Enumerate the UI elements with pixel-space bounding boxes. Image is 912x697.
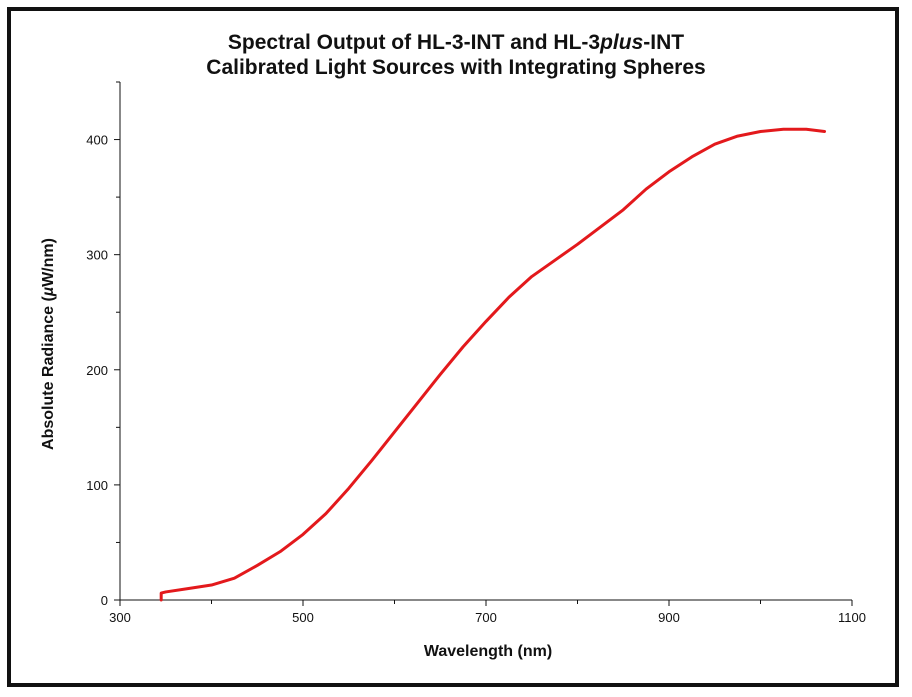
y-tick-label: 0 — [101, 593, 108, 608]
y-tick-label: 100 — [86, 478, 108, 493]
y-tick-label: 200 — [86, 363, 108, 378]
x-axis-label: Wavelength (nm) — [424, 643, 552, 660]
y-axis-label: Absolute Radiance (µW/nm) — [40, 238, 57, 450]
y-tick-label: 400 — [86, 133, 108, 148]
title-segment: -INT — [643, 31, 685, 54]
title-line: Calibrated Light Sources with Integratin… — [0, 55, 912, 80]
chart-frame — [7, 7, 899, 687]
y-axis-label-segment: Absolute Radiance ( — [40, 295, 57, 449]
x-tick-label: 700 — [475, 610, 497, 625]
title-segment: Calibrated Light Sources with Integratin… — [206, 56, 706, 79]
title-segment: Spectral Output of HL-3-INT and HL-3 — [227, 31, 601, 54]
chart-title: Spectral Output of HL-3-INT and HL-3plus… — [0, 30, 912, 80]
x-tick-label: 1100 — [838, 610, 866, 625]
series-line — [159, 127, 827, 602]
x-tick-label: 300 — [109, 610, 131, 625]
title-line: Spectral Output of HL-3-INT and HL-3plus… — [0, 30, 912, 55]
x-tick-label: 900 — [658, 610, 680, 625]
y-axis-label-segment: W/nm) — [40, 238, 57, 287]
title-segment: plus — [600, 31, 644, 54]
x-tick-label: 500 — [292, 610, 314, 625]
y-axis-label-segment: µ — [40, 287, 57, 297]
y-tick-label: 300 — [86, 248, 108, 263]
